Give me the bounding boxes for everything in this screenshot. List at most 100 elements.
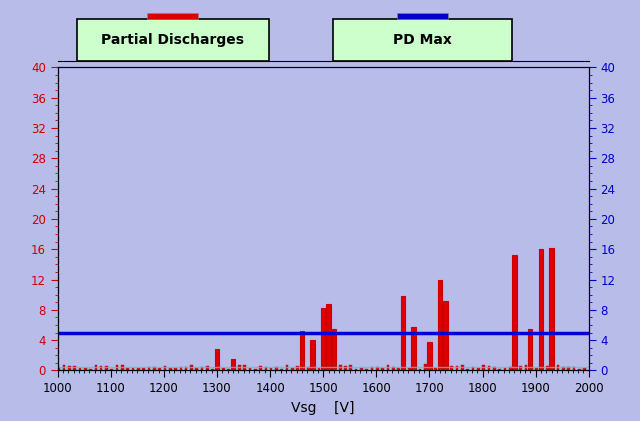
Bar [578, 369, 580, 370]
Bar [326, 304, 331, 370]
Bar [153, 367, 156, 370]
Bar [541, 366, 543, 370]
Bar [355, 368, 358, 370]
Bar [89, 369, 92, 370]
Bar [429, 365, 432, 370]
Bar [264, 367, 267, 370]
Bar [105, 366, 108, 370]
Bar [376, 367, 379, 370]
Bar [275, 367, 278, 370]
Bar [435, 368, 437, 370]
Bar [300, 331, 304, 370]
Bar [310, 340, 315, 370]
Bar [232, 365, 236, 370]
Bar [444, 301, 447, 370]
Bar [73, 366, 76, 370]
Bar [392, 368, 395, 370]
Bar [201, 367, 204, 370]
Bar [546, 365, 548, 370]
Bar [307, 367, 310, 370]
Bar [312, 366, 315, 370]
Bar [100, 366, 102, 370]
Bar [456, 366, 458, 370]
Bar [424, 365, 426, 370]
Bar [270, 368, 273, 370]
Bar [557, 365, 559, 370]
Bar [58, 367, 60, 370]
Bar [121, 365, 124, 370]
Bar [438, 280, 442, 370]
Bar [477, 368, 479, 370]
Bar [179, 367, 182, 370]
Bar [567, 367, 570, 370]
Bar [344, 366, 347, 370]
Bar [84, 368, 86, 370]
Bar [328, 365, 331, 370]
Bar [280, 369, 283, 370]
Bar [68, 365, 70, 370]
Bar [514, 366, 517, 370]
Bar [349, 365, 352, 370]
Bar [116, 365, 118, 370]
Bar [339, 365, 342, 370]
Text: Partial Discharges: Partial Discharges [101, 33, 244, 47]
Bar [321, 308, 325, 370]
Bar [536, 368, 538, 370]
Bar [238, 365, 241, 370]
Bar [291, 368, 294, 370]
Bar [285, 365, 289, 370]
Bar [413, 365, 416, 370]
Bar [215, 349, 219, 370]
Bar [440, 369, 442, 370]
Bar [231, 359, 235, 370]
Bar [206, 366, 209, 370]
Bar [412, 327, 415, 370]
Bar [227, 369, 230, 370]
Bar [472, 368, 474, 370]
Bar [63, 365, 65, 370]
Bar [148, 367, 150, 370]
Bar [132, 368, 134, 370]
Bar [573, 367, 575, 370]
Bar [488, 366, 490, 370]
Bar [360, 368, 363, 370]
Bar [528, 329, 532, 370]
Bar [451, 366, 453, 370]
Bar [493, 368, 495, 370]
Bar [408, 368, 411, 370]
Bar [217, 366, 220, 370]
Bar [174, 368, 177, 370]
Bar [483, 365, 485, 370]
Bar [498, 369, 501, 370]
Bar [301, 368, 305, 370]
Bar [95, 365, 97, 370]
Bar [323, 365, 326, 370]
Bar [387, 365, 389, 370]
Bar [195, 368, 198, 370]
Bar [381, 368, 384, 370]
Bar [79, 368, 81, 370]
X-axis label: Vsg    [V]: Vsg [V] [291, 401, 355, 415]
Bar [530, 367, 532, 370]
Bar [403, 367, 405, 370]
Bar [126, 368, 129, 370]
Bar [142, 368, 145, 370]
Bar [248, 368, 252, 370]
Bar [428, 342, 431, 370]
Bar [164, 366, 166, 370]
Bar [504, 368, 506, 370]
Bar [190, 365, 193, 370]
Bar [512, 255, 516, 370]
Bar [461, 365, 464, 370]
Bar [317, 368, 320, 370]
Bar [259, 366, 262, 370]
Bar [371, 368, 373, 370]
Bar [254, 368, 257, 370]
Bar [185, 367, 188, 370]
Bar [509, 368, 511, 370]
Bar [111, 369, 113, 370]
Bar [520, 366, 522, 370]
Bar [296, 366, 299, 370]
Bar [397, 368, 400, 370]
Bar [333, 365, 336, 370]
